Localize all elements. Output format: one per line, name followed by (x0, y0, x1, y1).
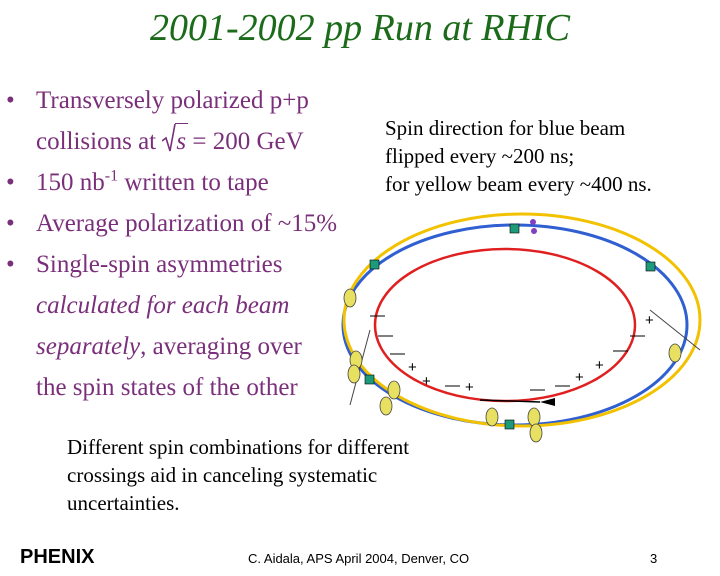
crossings-note: Different spin combinations for differen… (67, 433, 477, 517)
note-line: for yellow beam every ~400 ns. (385, 172, 652, 196)
svg-text:+: + (595, 357, 604, 374)
svg-text:—: — (445, 377, 460, 394)
bullet-line: Transversely polarized p+p (36, 87, 309, 114)
bullet-line: the spin states of the other (36, 374, 298, 401)
radical-bar (175, 123, 189, 124)
red-inner-ring (373, 247, 637, 403)
bullet-dot-icon: • (6, 251, 15, 278)
sqrt-variable: s (176, 128, 187, 155)
radical-icon (162, 123, 177, 152)
phenix-logo: PHENIX (20, 546, 95, 568)
svg-text:+: + (645, 312, 654, 329)
bullet-item-luminosity: • 150 nb-1 written to tape (6, 162, 386, 203)
bullet-text: = 200 GeV (186, 128, 304, 155)
bullet-item-asymmetries: • Single-spin asymmetries calculated for… (6, 244, 386, 408)
arrow-icon (540, 398, 555, 406)
note-line: flipped every ~200 ns; (385, 144, 575, 168)
svg-text:+: + (422, 373, 431, 390)
bullet-item-polarized: • Transversely polarized p+p collisions … (6, 80, 386, 162)
bullet-text: , averaging over (140, 333, 302, 360)
footer-text: C. Aidala, APS April 2004, Denver, CO (248, 551, 470, 566)
bullet-item-polarization: • Average polarization of ~15% (6, 203, 386, 244)
svg-text:—: — (613, 342, 628, 359)
bullet-text: written to tape (118, 169, 269, 196)
note-line: Spin direction for blue beam (385, 116, 626, 140)
svg-text:—: — (390, 345, 405, 362)
superscript: -1 (104, 167, 119, 185)
arrow-icon (479, 399, 541, 403)
bullet-text: collisions at (36, 128, 163, 155)
svg-text:+: + (465, 379, 474, 396)
svg-text:—: — (630, 327, 645, 344)
slide-title: 2001-2002 pp Run at RHIC (149, 7, 571, 49)
note-line: Different spin combinations for differen… (67, 435, 410, 459)
sqrt-s-symbol: s (162, 121, 189, 162)
spin-direction-note: Spin direction for blue beam flipped eve… (385, 114, 715, 198)
bullet-line: collisions at s = 200 GeV (36, 121, 386, 162)
note-line: uncertainties. (67, 491, 180, 515)
svg-text:—: — (378, 327, 393, 344)
bullet-dot-icon: • (6, 87, 15, 114)
logo-text: PHENIX (20, 546, 95, 568)
charge-markers: ——+ + — + ——+ +—— — + (370, 307, 654, 398)
bullet-dot-icon: • (6, 169, 15, 196)
svg-text:—: — (555, 377, 570, 394)
yellow-beam-ring (342, 212, 702, 428)
bullet-line: separately, averaging over (36, 326, 386, 367)
bullet-dot-icon: • (6, 210, 15, 237)
magnet-blocks (364, 223, 656, 430)
bullet-line: calculated for each beam (36, 285, 386, 326)
svg-text:—: — (530, 381, 545, 398)
bullet-text: calculated for each beam (36, 292, 290, 319)
note-line: crossings aid in canceling systematic (67, 463, 378, 487)
rhic-ring-diagram: ——+ + — + ——+ +—— — + (341, 212, 702, 443)
detector-arm (349, 329, 371, 406)
detector-arm (649, 309, 701, 351)
svg-text:+: + (408, 359, 417, 376)
bullet-text: Average polarization of ~15% (36, 210, 338, 237)
bullet-list: • Transversely polarized p+p collisions … (6, 80, 386, 408)
bullet-line: Single-spin asymmetries (36, 251, 283, 278)
page-number: 3 (650, 551, 658, 566)
polarimeter-markers (530, 219, 537, 234)
svg-text:+: + (575, 369, 584, 386)
svg-text:—: — (370, 307, 385, 324)
bullet-text: separately (36, 333, 141, 360)
bullet-text: 150 nb (36, 169, 105, 196)
spin-rotator-icons (343, 288, 682, 443)
